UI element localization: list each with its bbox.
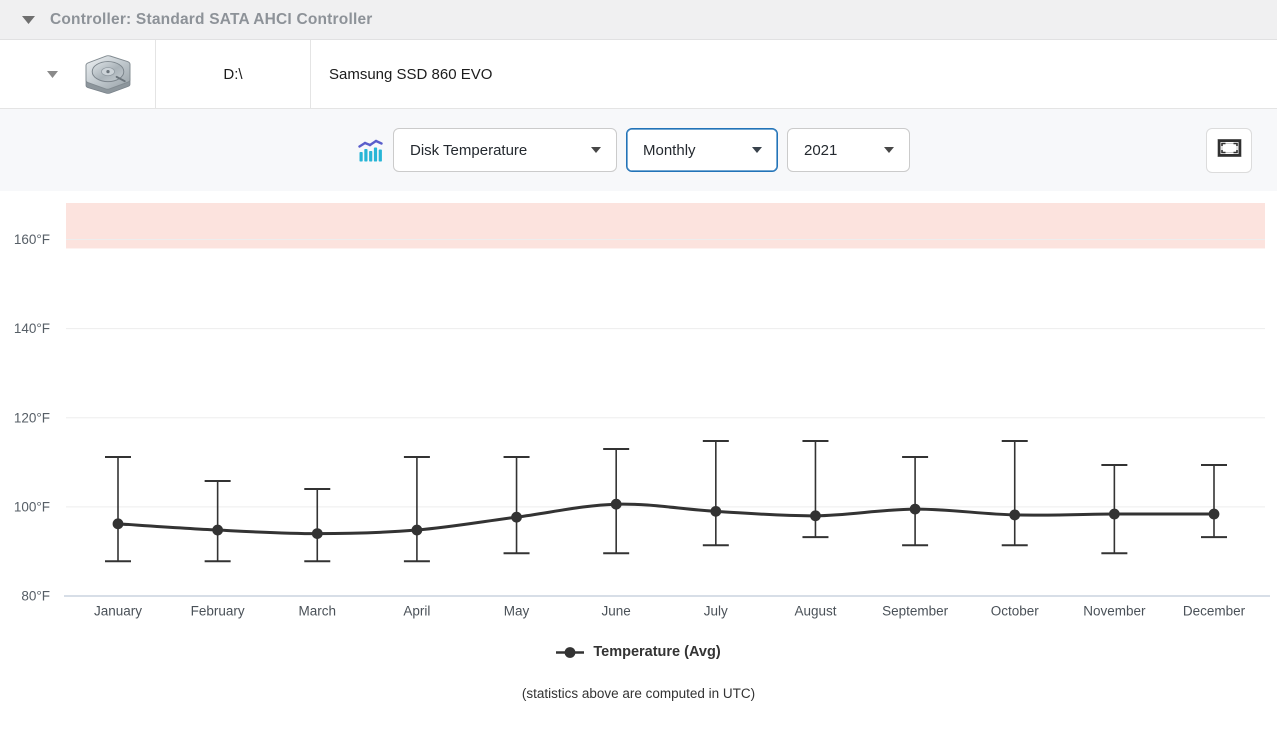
data-point-November[interactable] — [1108, 508, 1120, 520]
legend-marker-icon — [556, 646, 585, 659]
fullscreen-icon — [1216, 137, 1243, 164]
drive-letter: D:\ — [156, 40, 311, 108]
chart-toolbar: Disk Temperature Monthly 2021 — [0, 109, 1277, 191]
data-point-September[interactable] — [909, 503, 921, 515]
period-select-value: Monthly — [643, 141, 696, 159]
x-tick-label: April — [403, 604, 430, 619]
utc-note: (statistics above are computed in UTC) — [521, 686, 756, 701]
data-point-October[interactable] — [1009, 509, 1021, 521]
controller-header-bar: Controller: Standard SATA AHCI Controlle… — [0, 0, 1277, 40]
x-tick-label: March — [299, 604, 337, 619]
year-select[interactable]: 2021 — [787, 128, 910, 172]
x-tick-label: November — [1083, 604, 1146, 619]
x-tick-label: August — [794, 604, 836, 619]
temperature-chart-section: 80°F 100°F 120°F 140°F 160°F January February M… — [0, 191, 1277, 735]
x-tick-label: December — [1183, 604, 1246, 619]
chevron-down-icon — [884, 147, 894, 153]
device-row[interactable]: D:\ Samsung SSD 860 EVO — [0, 40, 1277, 109]
y-tick-label: 80°F — [21, 589, 50, 604]
device-caret-icon[interactable] — [47, 70, 58, 78]
fullscreen-button[interactable] — [1206, 127, 1252, 173]
x-tick-label: September — [882, 604, 949, 619]
chevron-down-icon — [752, 147, 762, 153]
data-point-April[interactable] — [411, 524, 423, 536]
y-tick-label: 160°F — [14, 232, 50, 247]
chevron-down-icon — [591, 147, 601, 153]
y-tick-label: 140°F — [14, 321, 50, 336]
legend-item-temperature-avg[interactable]: Temperature (Avg) — [0, 644, 1277, 660]
y-tick-label: 100°F — [14, 499, 50, 514]
hard-drive-icon — [81, 52, 135, 96]
year-select-value: 2021 — [804, 141, 838, 159]
device-cell[interactable] — [0, 40, 156, 108]
bar-chart-trend-icon — [358, 138, 383, 163]
data-point-May[interactable] — [511, 511, 522, 523]
x-tick-label: February — [191, 604, 245, 619]
temperature-chart: 80°F 100°F 120°F 140°F 160°F January February M… — [14, 203, 1270, 619]
metric-select-value: Disk Temperature — [410, 141, 528, 159]
x-tick-label: June — [602, 604, 631, 619]
y-tick-label: 120°F — [14, 410, 50, 425]
x-tick-label: October — [991, 604, 1040, 619]
data-point-March[interactable] — [311, 528, 323, 540]
danger-zone-band — [66, 203, 1265, 249]
period-select[interactable]: Monthly — [626, 128, 778, 172]
drive-model: Samsung SSD 860 EVO — [329, 65, 493, 83]
x-tick-label: May — [504, 604, 530, 619]
data-point-February[interactable] — [212, 524, 224, 536]
metric-select[interactable]: Disk Temperature — [393, 128, 617, 172]
data-point-June[interactable] — [610, 498, 622, 510]
data-point-August[interactable] — [810, 510, 821, 522]
data-point-December[interactable] — [1208, 508, 1220, 520]
x-tick-label: January — [94, 604, 142, 619]
data-point-January[interactable] — [112, 518, 124, 530]
temperature-avg-line — [116, 502, 1216, 536]
x-tick-label: July — [704, 604, 728, 619]
controller-title: Controller: Standard SATA AHCI Controlle… — [50, 10, 373, 28]
data-point-July[interactable] — [710, 505, 722, 517]
collapse-caret-icon[interactable] — [22, 15, 35, 24]
legend-label: Temperature (Avg) — [593, 644, 721, 660]
